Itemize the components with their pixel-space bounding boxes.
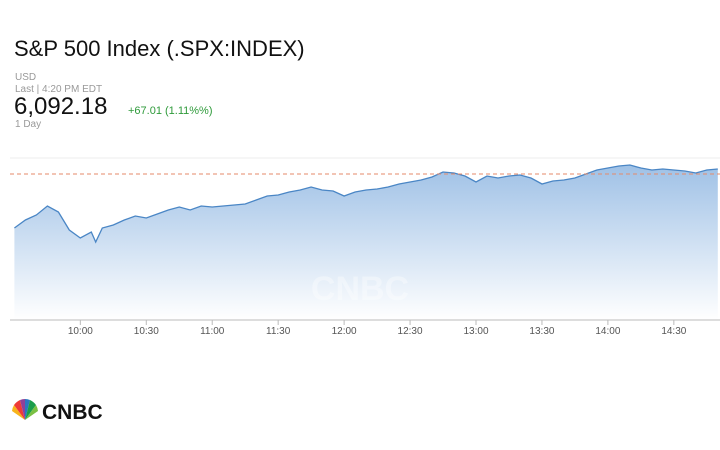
period: 1 Day	[15, 119, 41, 130]
x-tick-label: 13:30	[529, 326, 554, 337]
price: 6,092.18	[14, 93, 107, 120]
x-tick-label: 14:00	[595, 326, 620, 337]
last-time: Last | 4:20 PM EDT	[15, 84, 102, 95]
watermark: CNBC	[311, 270, 409, 308]
x-tick-label: 10:00	[68, 326, 93, 337]
x-tick-label: 13:00	[463, 326, 488, 337]
title: S&P 500 Index (.SPX:INDEX)	[14, 36, 305, 61]
line	[14, 164, 718, 244]
change: +67.01 (1.11%%)	[128, 105, 213, 117]
x-tick-label: 12:00	[332, 326, 357, 337]
x-tick-label: 11:30	[266, 326, 291, 337]
logo: CNBC	[42, 401, 103, 424]
x-tick-label: 14:30	[661, 326, 686, 337]
currency: USD	[15, 72, 36, 83]
plot: 10:00 10:30 11:00 11:30 12:00 12:30 13:00 13:30…	[10, 157, 720, 337]
x-tick-label: 10:30	[134, 326, 159, 337]
logo-peacock	[12, 399, 38, 420]
area	[14, 165, 718, 320]
x-tick-label: 12:30	[398, 326, 423, 337]
x-tick-label: 11:00	[200, 326, 225, 337]
